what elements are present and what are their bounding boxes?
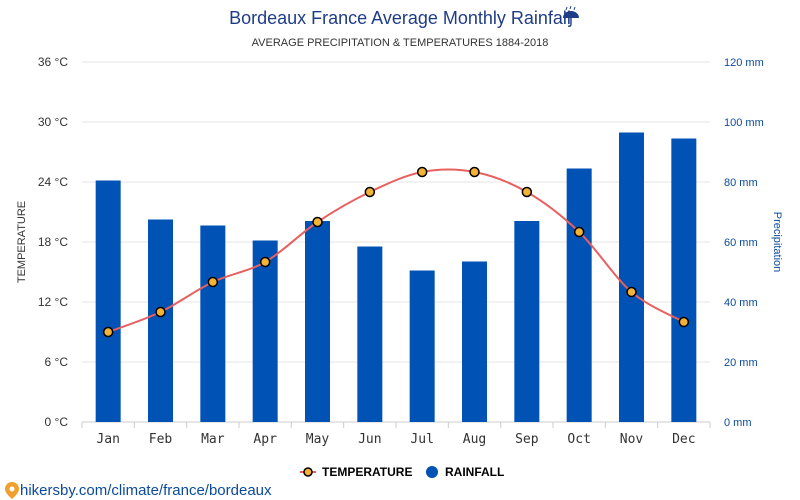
x-tick-label: May bbox=[306, 432, 330, 447]
temperature-point bbox=[155, 306, 166, 318]
legend-item-rainfall[interactable]: RAINFALL bbox=[426, 465, 504, 479]
y-right-tick-label: 100 mm bbox=[724, 117, 764, 129]
rainfall-bar bbox=[252, 240, 278, 422]
y-axis-left-title: TEMPERATURE bbox=[16, 201, 28, 283]
rainfall-bar bbox=[566, 168, 592, 422]
temperature-line-path bbox=[107, 168, 685, 333]
x-tick-label: Jun bbox=[358, 432, 381, 447]
y-left-tick-label: 6 °C bbox=[45, 355, 69, 369]
y-axis-right-title: Precipitation bbox=[771, 212, 783, 273]
rainfall-bar bbox=[409, 270, 435, 422]
legend: TEMPERATURE RAINFALL bbox=[300, 465, 504, 479]
source-link[interactable]: hikersby.com/climate/france/bordeaux bbox=[5, 482, 272, 499]
temperature-point bbox=[364, 186, 376, 198]
temperature-point bbox=[626, 286, 637, 298]
y-left-tick-label: 12 °C bbox=[38, 295, 68, 309]
chart-subtitle: AVERAGE PRECIPITATION & TEMPERATURES 188… bbox=[252, 37, 549, 49]
umbrella-icon bbox=[563, 5, 579, 27]
x-axis: Jan Feb Mar Apr May Jun Jul Aug Sep Oct Nov Dec bbox=[81, 422, 711, 447]
y-right-tick-label: 80 mm bbox=[724, 177, 758, 189]
y-left-tick-label: 30 °C bbox=[38, 115, 68, 129]
x-tick-label: Jan bbox=[96, 432, 119, 447]
rainfall-bar bbox=[200, 225, 226, 422]
x-tick-label: Oct bbox=[567, 432, 590, 447]
legend-temperature-marker bbox=[303, 467, 313, 477]
x-tick-label: Apr bbox=[253, 432, 277, 447]
x-tick-label: Dec bbox=[672, 432, 695, 447]
temperature-point bbox=[102, 326, 114, 338]
rainfall-bar bbox=[95, 180, 121, 422]
legend-rainfall-label: RAINFALL bbox=[445, 465, 504, 479]
temperature-markers bbox=[102, 166, 690, 338]
x-tick-label: Mar bbox=[201, 432, 225, 447]
rainfall-bar bbox=[619, 132, 644, 422]
y-right-tick-label: 60 mm bbox=[724, 237, 758, 249]
temperature-point bbox=[573, 226, 585, 238]
temperature-point bbox=[259, 256, 271, 268]
y-right-tick-label: 0 mm bbox=[724, 417, 752, 429]
temperature-point bbox=[469, 166, 480, 178]
rainfall-bars bbox=[95, 132, 697, 422]
x-tick-label: Sep bbox=[515, 432, 539, 447]
circle-icon bbox=[426, 466, 438, 478]
rainfall-bar bbox=[514, 221, 540, 422]
y-right-tick-label: 20 mm bbox=[724, 357, 758, 369]
x-tick-label: Nov bbox=[620, 432, 644, 447]
chart-title-group: Bordeaux France Average Monthly Rainfall… bbox=[229, 5, 579, 49]
y-left-tick-label: 18 °C bbox=[38, 235, 68, 249]
rainfall-bar bbox=[305, 221, 330, 422]
source-text: hikersby.com/climate/france/bordeaux bbox=[20, 482, 272, 499]
y-left-tick-label: 36 °C bbox=[38, 55, 68, 69]
y-left-tick-label: 0 °C bbox=[45, 415, 69, 429]
rainfall-bar bbox=[357, 246, 383, 422]
x-tick-label: Jul bbox=[410, 432, 433, 447]
chart-title: Bordeaux France Average Monthly Rainfall bbox=[229, 8, 571, 28]
legend-item-temperature[interactable]: TEMPERATURE bbox=[300, 465, 412, 479]
y-right-tick-label: 40 mm bbox=[724, 297, 758, 309]
y-axis-right: 0 mm 20 mm 40 mm 60 mm 80 mm 100 mm 120 mm bbox=[724, 57, 764, 429]
temperature-point bbox=[416, 166, 428, 178]
location-pin-hole bbox=[9, 486, 15, 492]
gridlines bbox=[82, 61, 710, 423]
y-axis-left: 0 °C 6 °C 12 °C 18 °C 24 °C 30 °C 36 °C bbox=[38, 55, 68, 429]
rainfall-bar bbox=[462, 261, 487, 422]
y-right-tick-label: 120 mm bbox=[724, 57, 764, 69]
y-left-tick-label: 24 °C bbox=[38, 175, 68, 189]
temperature-point bbox=[521, 186, 533, 198]
temperature-point bbox=[678, 316, 690, 328]
rainfall-bar bbox=[671, 138, 697, 422]
x-tick-label: Feb bbox=[149, 432, 173, 447]
temperature-point bbox=[207, 276, 219, 288]
legend-temperature-label: TEMPERATURE bbox=[322, 465, 412, 479]
temperature-point bbox=[312, 216, 323, 228]
temperature-line bbox=[107, 168, 685, 333]
x-tick-label: Aug bbox=[463, 432, 486, 447]
rainfall-bar bbox=[148, 219, 173, 422]
